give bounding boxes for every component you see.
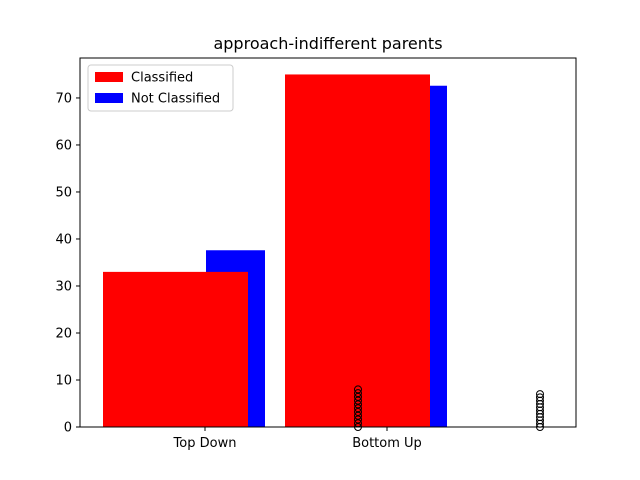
outlier-marker	[536, 393, 544, 402]
outlier-marker	[354, 396, 362, 405]
legend: Classified Not Classified	[87, 64, 234, 112]
y-tick-label: 50	[55, 185, 72, 200]
chart-title: approach-indifferent parents	[213, 34, 442, 53]
bar-classified-bottom-up	[285, 74, 430, 427]
plot-frame	[79, 57, 577, 428]
outlier-marker	[354, 407, 362, 416]
y-tick-label: 60	[55, 138, 72, 153]
bar-classified-top-down	[103, 271, 248, 427]
x-tick-label: Top Down	[173, 436, 237, 451]
outlier-marker	[536, 390, 544, 399]
outlier-marker	[354, 385, 362, 394]
outlier-marker	[354, 415, 362, 424]
x-tick-label: Bottom Up	[352, 436, 422, 451]
legend-swatch-not-classified	[95, 93, 123, 103]
outlier-marker	[354, 400, 362, 409]
outlier-marker	[354, 389, 362, 398]
bars-group	[103, 74, 447, 427]
axes-group: 0 10 20 30 40 50 60 70 Top Down Bottom Up	[55, 57, 577, 451]
y-tick-label: 40	[55, 232, 72, 247]
y-tick-label: 0	[64, 421, 72, 436]
legend-swatch-classified	[95, 72, 123, 82]
y-tick-label: 30	[55, 279, 72, 294]
outlier-marker	[354, 404, 362, 413]
legend-label-classified: Classified	[131, 71, 193, 86]
outlier-marker	[354, 411, 362, 420]
legend-box	[87, 64, 234, 112]
outlier-marker	[354, 392, 362, 401]
y-tick-label: 10	[55, 373, 72, 388]
y-tick-label: 70	[55, 91, 72, 106]
y-tick-label: 20	[55, 326, 72, 341]
legend-label-not-classified: Not Classified	[131, 92, 220, 107]
